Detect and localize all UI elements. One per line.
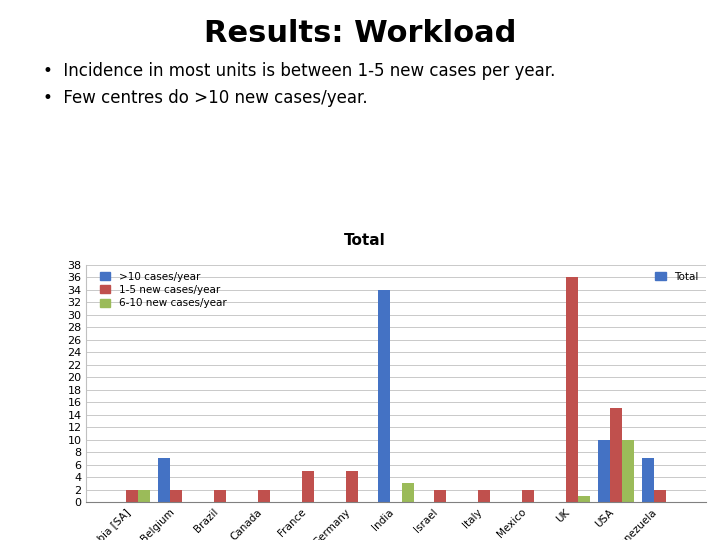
Bar — [346, 471, 358, 502]
Bar — [654, 490, 665, 502]
Bar — [127, 490, 138, 502]
Bar — [522, 490, 534, 502]
Text: •  Few centres do >10 new cases/year.: • Few centres do >10 new cases/year. — [43, 89, 368, 107]
Bar — [434, 490, 446, 502]
Bar — [566, 277, 577, 502]
Bar — [258, 490, 270, 502]
Text: Results: Workload: Results: Workload — [204, 19, 516, 48]
Bar — [378, 289, 390, 502]
Bar — [138, 490, 150, 502]
Bar — [215, 490, 226, 502]
Text: •  Incidence in most units is between 1-5 new cases per year.: • Incidence in most units is between 1-5… — [43, 62, 556, 80]
Bar — [621, 440, 634, 502]
Bar — [598, 440, 610, 502]
Bar — [610, 408, 621, 502]
Bar — [478, 490, 490, 502]
Legend: Total: Total — [653, 270, 701, 284]
Text: Total: Total — [344, 233, 386, 248]
Bar — [642, 458, 654, 502]
Bar — [171, 490, 182, 502]
Bar — [402, 483, 414, 502]
Bar — [158, 458, 171, 502]
Bar — [577, 496, 590, 502]
Bar — [302, 471, 314, 502]
